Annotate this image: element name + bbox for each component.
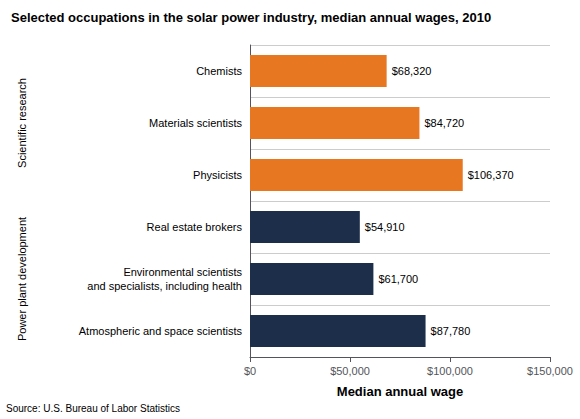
svg-text:Chemists: Chemists — [196, 65, 242, 77]
svg-text:$84,720: $84,720 — [424, 117, 464, 129]
svg-text:$68,320: $68,320 — [392, 65, 432, 77]
svg-text:and specialists, including hea: and specialists, including health — [87, 280, 242, 292]
svg-text:Median annual wage: Median annual wage — [337, 384, 463, 399]
svg-text:$61,700: $61,700 — [378, 273, 418, 285]
svg-text:$100,000: $100,000 — [427, 365, 473, 377]
svg-text:$87,780: $87,780 — [431, 325, 471, 337]
svg-text:Environmental scientists: Environmental scientists — [123, 266, 242, 278]
svg-text:Atmospheric and space scientis: Atmospheric and space scientists — [79, 325, 243, 337]
svg-text:Materials scientists: Materials scientists — [149, 117, 242, 129]
svg-text:$150,000: $150,000 — [527, 365, 573, 377]
svg-text:Physicists: Physicists — [193, 169, 242, 181]
svg-text:Real estate brokers: Real estate brokers — [147, 221, 243, 233]
svg-text:Source: U.S. Bureau of Labor S: Source: U.S. Bureau of Labor Statistics — [6, 403, 180, 414]
svg-text:$106,370: $106,370 — [468, 169, 514, 181]
svg-text:$54,910: $54,910 — [365, 221, 405, 233]
svg-text:Power plant development: Power plant development — [16, 217, 28, 341]
svg-text:$50,000: $50,000 — [330, 365, 370, 377]
svg-text:$0: $0 — [244, 365, 256, 377]
svg-text:Scientific research: Scientific research — [16, 78, 28, 168]
svg-text:Selected occupations in the so: Selected occupations in the solar power … — [11, 10, 491, 25]
